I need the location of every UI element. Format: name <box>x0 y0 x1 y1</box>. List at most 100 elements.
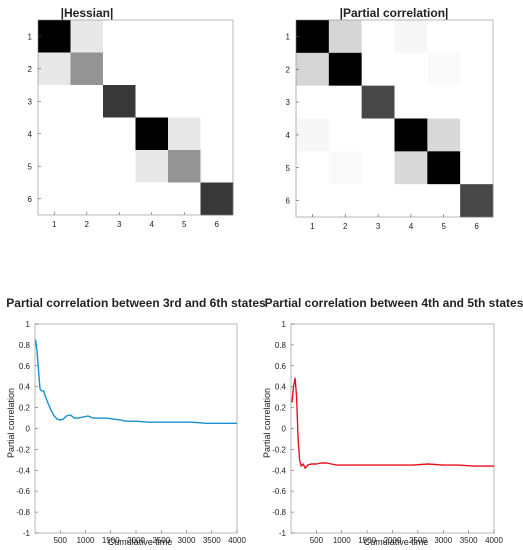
heatmap-cell <box>168 20 201 53</box>
y-tick-label: 0.4 <box>275 383 287 392</box>
y-tick-label: 1 <box>28 32 33 41</box>
heatmap-cell <box>460 20 494 54</box>
line-chart-4th-5th: Partial correlation between 4th and 5th … <box>262 296 523 547</box>
heatmap-cell <box>460 151 494 185</box>
y-tick-label: -0.2 <box>272 445 286 454</box>
x-tick-label: 1000 <box>77 536 95 545</box>
heatmap-cell <box>361 118 395 152</box>
heatmap-cell <box>70 52 104 86</box>
heatmap-cell <box>460 118 494 152</box>
heatmap-cell <box>135 182 169 216</box>
heatmap-cell <box>135 52 169 86</box>
x-tick-label: 5 <box>442 222 447 231</box>
heatmap-cell <box>168 150 201 183</box>
heatmap-cell <box>427 20 461 54</box>
hessian-title: |Hessian| <box>61 6 114 20</box>
x-tick-label: 1 <box>52 220 57 229</box>
x-tick-label: 3000 <box>178 536 196 545</box>
heatmap-cell <box>200 52 234 86</box>
y-tick-label: -0.6 <box>16 487 30 496</box>
heatmap-cell <box>38 52 71 86</box>
x-tick-label: 3000 <box>434 536 452 545</box>
heatmap-frame <box>37 19 234 216</box>
line-chart-3rd-6th-title: Partial correlation between 3rd and 6th … <box>6 296 266 310</box>
line-chart-4th-5th-title: Partial correlation between 4th and 5th … <box>265 296 523 310</box>
x-tick-label: 500 <box>54 536 68 545</box>
heatmap-cell <box>460 52 494 86</box>
heatmap-cell <box>361 184 395 218</box>
x-tick-label: 6 <box>474 222 479 231</box>
heatmap-cell <box>38 117 71 151</box>
heatmap-cell <box>328 118 362 152</box>
line-chart-3rd-6th-ylabel: Partial correlation <box>6 388 16 458</box>
partial-correlation-heatmap: |Partial correlation| 1 2 3 4 5 6 1 2 3 4 5 6 <box>286 6 494 231</box>
y-tick-label: 0.4 <box>19 383 31 392</box>
heatmap-cell <box>296 52 330 86</box>
y-tick-label: 3 <box>286 98 291 107</box>
line-chart-3rd-6th-xlabel: Cumulative time <box>108 537 173 547</box>
x-tick-label: 6 <box>215 220 220 229</box>
x-tick-label: 3 <box>376 222 381 231</box>
heatmap-cell <box>394 118 428 152</box>
heatmap-cell <box>394 85 428 119</box>
heatmap-cell <box>103 85 136 118</box>
heatmap-cell <box>394 151 428 185</box>
heatmap-cell <box>70 182 104 216</box>
series-line <box>34 339 237 424</box>
x-tick-label: 2 <box>85 220 90 229</box>
x-tick-label: 3 <box>117 220 122 229</box>
heatmap-cell <box>200 85 234 118</box>
heatmap-cell <box>135 150 169 183</box>
x-tick-label: 3500 <box>203 536 221 545</box>
heatmap-cell <box>328 151 362 185</box>
heatmap-cell <box>296 118 330 152</box>
partial-correlation-title: |Partial correlation| <box>340 6 449 20</box>
heatmap-cell <box>103 52 136 86</box>
heatmap-cell <box>200 117 234 151</box>
plot-frame <box>34 323 238 534</box>
hessian-heatmap: |Hessian| 1 2 3 4 5 6 1 2 3 4 5 6 <box>28 6 234 229</box>
x-tick-label: 2000 <box>384 536 402 545</box>
y-tick-label: 6 <box>28 195 33 204</box>
heatmap-cell <box>361 52 395 86</box>
heatmap-cell <box>361 151 395 185</box>
heatmap-cell <box>70 85 104 118</box>
heatmap-cell <box>427 85 461 119</box>
heatmap-cell <box>200 150 234 183</box>
y-tick-label: 0 <box>26 425 31 434</box>
y-tick-label: 0.8 <box>275 341 287 350</box>
y-tick-label: 0.2 <box>275 404 287 413</box>
heatmap-frame <box>295 19 494 218</box>
heatmap-cell <box>296 151 330 185</box>
y-tick-label: 4 <box>286 131 291 140</box>
series-line <box>291 377 494 469</box>
heatmap-cell <box>361 85 395 119</box>
x-tick-label: 4000 <box>228 536 246 545</box>
heatmap-cell <box>70 117 104 151</box>
x-tick-label: 4000 <box>485 536 503 545</box>
y-tick-label: -0.8 <box>16 508 30 517</box>
heatmap-cell <box>103 182 136 216</box>
heatmap-cell <box>427 184 461 218</box>
line-chart-4th-5th-ylabel: Partial correlation <box>262 388 272 458</box>
y-tick-label: 5 <box>28 162 33 171</box>
x-tick-label: 4 <box>150 220 155 229</box>
x-tick-label: 5 <box>182 220 187 229</box>
line-chart-3rd-6th: Partial correlation between 3rd and 6th … <box>6 296 266 547</box>
y-tick-label: 1 <box>286 32 291 41</box>
heatmap-cell <box>38 85 71 118</box>
x-tick-label: 2500 <box>152 536 170 545</box>
line-chart-4th-5th-xlabel: Cumulative time <box>364 537 429 547</box>
y-tick-label: 0.6 <box>275 362 287 371</box>
x-tick-label: 4 <box>409 222 414 231</box>
plot-frame <box>290 323 495 534</box>
y-tick-label: 0.8 <box>19 341 31 350</box>
heatmap-cell <box>328 85 362 119</box>
y-tick-label: -0.4 <box>16 466 30 475</box>
y-tick-label: 0.2 <box>19 404 31 413</box>
y-tick-label: 2 <box>28 65 33 74</box>
heatmap-cell <box>460 85 494 119</box>
heatmap-cell <box>361 20 395 54</box>
y-tick-label: -0.4 <box>272 466 286 475</box>
